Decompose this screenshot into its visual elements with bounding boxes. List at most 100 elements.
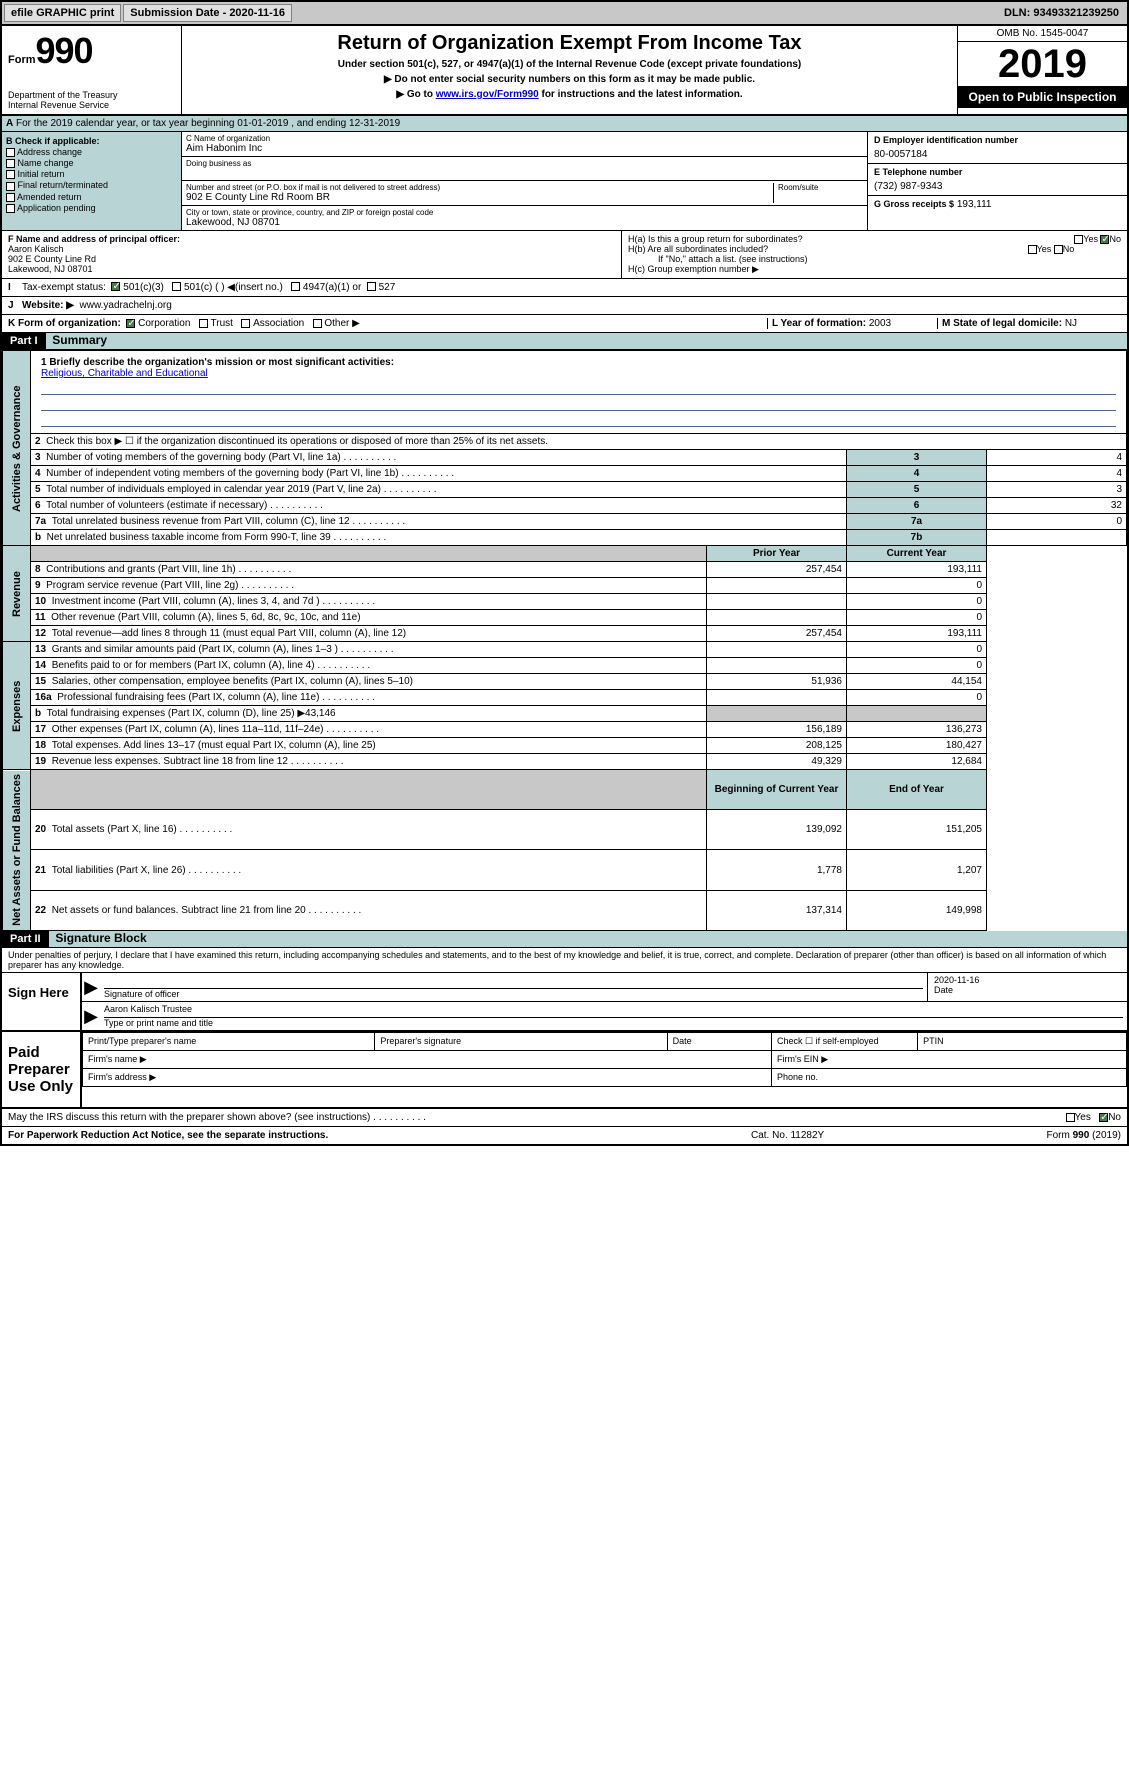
f-h-row: F Name and address of principal officer:…	[2, 231, 1127, 279]
section-c: C Name of organization Aim Habonim Inc D…	[182, 132, 867, 230]
hb-no[interactable]	[1054, 245, 1063, 254]
note-2: ▶ Go to www.irs.gov/Form990 for instruct…	[192, 89, 947, 100]
begin-year-hdr: Beginning of Current Year	[707, 770, 847, 810]
section-b-label: B Check if applicable:	[6, 136, 177, 146]
chk-4947[interactable]	[291, 282, 300, 291]
table-row: 6 Total number of volunteers (estimate i…	[3, 498, 1127, 514]
chk-address[interactable]	[6, 148, 15, 157]
sig-date: 2020-11-16	[934, 975, 1121, 985]
l-label: L Year of formation:	[772, 318, 866, 329]
chk-initial[interactable]	[6, 170, 15, 179]
k-assoc: Association	[253, 318, 304, 329]
website-row: J Website: ▶ www.yadrachelnj.org	[2, 297, 1127, 315]
part2-badge: Part II	[2, 931, 49, 947]
org-name: Aim Habonim Inc	[186, 143, 863, 154]
table-row: 14 Benefits paid to or for members (Part…	[3, 658, 1127, 674]
table-row: 3 Number of voting members of the govern…	[3, 450, 1127, 466]
dba-label: Doing business as	[186, 159, 863, 168]
discuss-yes[interactable]	[1066, 1113, 1075, 1122]
ein-value: 80-0057184	[874, 149, 1121, 160]
sidebar-revenue: Revenue	[3, 546, 31, 642]
table-row: 15 Salaries, other compensation, employe…	[3, 674, 1127, 690]
sig-name: Aaron Kalisch Trustee	[104, 1004, 1123, 1018]
chk-pending[interactable]	[6, 204, 15, 213]
preparer-label: Paid Preparer Use Only	[2, 1032, 82, 1107]
note-1: ▶ Do not enter social security numbers o…	[192, 74, 947, 85]
k-label: K Form of organization:	[8, 318, 121, 329]
current-year-hdr: Current Year	[847, 546, 987, 562]
note2-pre: ▶ Go to	[396, 89, 435, 100]
klm-row: K Form of organization: Corporation Trus…	[2, 315, 1127, 333]
ha-label: H(a) Is this a group return for subordin…	[628, 234, 803, 244]
paperwork-notice: For Paperwork Reduction Act Notice, see …	[8, 1130, 751, 1141]
chk-label: Application pending	[17, 203, 96, 213]
m-value: NJ	[1065, 318, 1077, 329]
irs-link[interactable]: www.irs.gov/Form990	[436, 89, 539, 100]
sidebar-netassets: Net Assets or Fund Balances	[3, 770, 31, 931]
table-row: 20 Total assets (Part X, line 16)139,092…	[3, 810, 1127, 850]
officer-addr2: Lakewood, NJ 08701	[8, 264, 93, 274]
f-label: F Name and address of principal officer:	[8, 234, 180, 244]
sign-here-label: Sign Here	[2, 973, 82, 1030]
chk-trust[interactable]	[199, 319, 208, 328]
sig-officer-label: Signature of officer	[104, 989, 923, 999]
chk-501c3[interactable]	[111, 282, 120, 291]
chk-name[interactable]	[6, 159, 15, 168]
gross-label: G Gross receipts $	[874, 199, 954, 209]
prep-sig-hdr: Preparer's signature	[375, 1032, 667, 1050]
mission-link[interactable]: Religious, Charitable and Educational	[41, 368, 208, 379]
part2-title: Signature Block	[51, 931, 146, 945]
chk-corp[interactable]	[126, 319, 135, 328]
table-row: 7a Total unrelated business revenue from…	[3, 514, 1127, 530]
form-container: efile GRAPHIC print Submission Date - 20…	[0, 0, 1129, 1146]
form-ref: Form 990 (2019)	[951, 1130, 1121, 1141]
prep-ptin: PTIN	[918, 1032, 1127, 1050]
table-row: b Total fundraising expenses (Part IX, c…	[3, 706, 1127, 722]
opt-527: 527	[379, 282, 396, 293]
form-subtitle: Under section 501(c), 527, or 4947(a)(1)…	[192, 59, 947, 70]
part2-header: Part II Signature Block	[2, 931, 1127, 948]
table-row: 16a Professional fundraising fees (Part …	[3, 690, 1127, 706]
hc-label: H(c) Group exemption number ▶	[628, 264, 1121, 275]
k-other: Other ▶	[324, 318, 359, 329]
officer-name: Aaron Kalisch	[8, 244, 64, 254]
ha-yes[interactable]	[1074, 235, 1083, 244]
firm-phone: Phone no.	[772, 1068, 1127, 1086]
efile-button[interactable]: efile GRAPHIC print	[4, 4, 121, 22]
chk-label: Address change	[17, 147, 82, 157]
table-row: 18 Total expenses. Add lines 13–17 (must…	[3, 738, 1127, 754]
note2-post: for instructions and the latest informat…	[539, 89, 743, 100]
chk-final[interactable]	[6, 182, 15, 191]
section-h: H(a) Is this a group return for subordin…	[622, 231, 1127, 278]
opt-501c: 501(c) ( ) ◀(insert no.)	[184, 282, 283, 293]
mission-box: 1 Briefly describe the organization's mi…	[35, 353, 1122, 431]
arrow-icon: ▶	[82, 973, 100, 1001]
tax-status-row: I Tax-exempt status: 501(c)(3) 501(c) ( …	[2, 279, 1127, 297]
ein-label: D Employer identification number	[874, 135, 1121, 145]
footer: For Paperwork Reduction Act Notice, see …	[2, 1127, 1127, 1144]
chk-label: Amended return	[17, 192, 82, 202]
website-label: Website: ▶	[22, 300, 74, 311]
part1-badge: Part I	[2, 333, 46, 349]
mission-label: 1 Briefly describe the organization's mi…	[41, 357, 394, 368]
hb-label: H(b) Are all subordinates included?	[628, 244, 768, 254]
ha-no[interactable]	[1100, 235, 1109, 244]
chk-assoc[interactable]	[241, 319, 250, 328]
table-row: 11 Other revenue (Part VIII, column (A),…	[3, 610, 1127, 626]
submission-date: Submission Date - 2020-11-16	[123, 4, 292, 22]
sidebar-activities: Activities & Governance	[3, 351, 31, 546]
chk-527[interactable]	[367, 282, 376, 291]
chk-501c[interactable]	[172, 282, 181, 291]
sign-section: Sign Here ▶ Signature of officer 2020-11…	[2, 973, 1127, 1032]
form-prefix: Form	[8, 54, 36, 66]
chk-other[interactable]	[313, 319, 322, 328]
table-row: 4 Number of independent voting members o…	[3, 466, 1127, 482]
hb-yes[interactable]	[1028, 245, 1037, 254]
arrow-icon: ▶	[82, 1002, 100, 1030]
k-corp: Corporation	[138, 318, 190, 329]
title-box: Return of Organization Exempt From Incom…	[182, 26, 957, 114]
table-row: 8 Contributions and grants (Part VIII, l…	[3, 562, 1127, 578]
part1-header: Part I Summary	[2, 333, 1127, 350]
discuss-no[interactable]	[1099, 1113, 1108, 1122]
chk-amended[interactable]	[6, 193, 15, 202]
